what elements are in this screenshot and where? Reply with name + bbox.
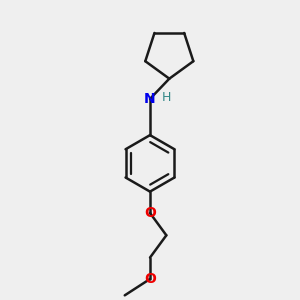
Text: O: O: [144, 272, 156, 286]
Text: N: N: [144, 92, 156, 106]
Text: O: O: [144, 206, 156, 220]
Text: H: H: [162, 91, 171, 104]
